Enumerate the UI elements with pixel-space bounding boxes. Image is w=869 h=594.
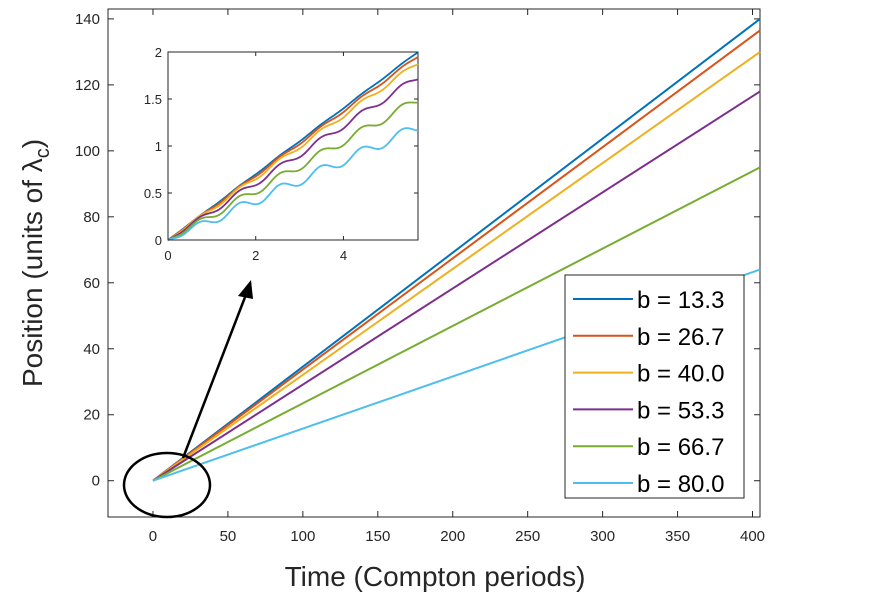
y-axis-label-symbol: λ <box>17 158 48 172</box>
inset-series-line-2 <box>167 56 419 241</box>
x-tick-label: 400 <box>740 528 765 545</box>
x-tick-label: 350 <box>665 528 690 545</box>
y-axis-label-prefix: Position (units of <box>17 172 48 387</box>
inset-ticks: 0 2 4 0 0.5 1 1.5 2 <box>144 45 418 263</box>
legend-label: b = 80.0 <box>637 471 724 498</box>
legend: b = 13.3 b = 26.7 b = 40.0 b = 53.3 b = 66.7… <box>564 274 745 499</box>
legend-items: b = 13.3 b = 26.7 b = 40.0 b = 53.3 b = 66.7… <box>573 287 724 498</box>
y-tick-label: 140 <box>75 11 100 28</box>
y-axis-label-suffix: ) <box>17 139 48 148</box>
y-tick-label: 80 <box>83 209 100 226</box>
legend-label: b = 66.7 <box>637 434 724 461</box>
y-tick-label: 20 <box>83 407 100 424</box>
inset-y-tick-label: 0 <box>155 233 162 248</box>
y-tick-label: 60 <box>83 275 100 292</box>
inset-series-line-3 <box>167 63 419 241</box>
inset-x-tick-label: 4 <box>340 248 347 263</box>
x-tick-label: 100 <box>290 528 315 545</box>
legend-label: b = 13.3 <box>637 287 724 314</box>
series-line-3 <box>152 51 761 482</box>
zoom-region-circle <box>122 451 212 519</box>
y-axis-label-subscript: c <box>32 148 54 158</box>
y-tick-label: 120 <box>75 77 100 94</box>
x-tick-label: 300 <box>590 528 615 545</box>
inset-series-lines <box>167 51 419 241</box>
x-tick-label: 150 <box>365 528 390 545</box>
series-line-2 <box>152 29 761 482</box>
x-tick-label: 0 <box>149 528 157 545</box>
x-tick-label: 250 <box>515 528 540 545</box>
x-tick-label: 200 <box>440 528 465 545</box>
main-ticks: 0 50 100 150 200 250 300 350 4000204060801001201… <box>75 9 765 545</box>
x-tick-label: 50 <box>220 528 237 545</box>
inset-y-tick-label: 0.5 <box>144 186 162 201</box>
y-axis-label: Position (units of λc) <box>17 139 54 387</box>
series-line-4 <box>152 90 761 482</box>
inset-series-line-4 <box>167 78 419 241</box>
inset-series-line-6 <box>167 127 419 241</box>
zoom-arrow-head <box>238 280 253 299</box>
inset-y-tick-label: 2 <box>155 45 162 60</box>
series-line-5 <box>152 166 761 482</box>
inset-x-tick-label: 2 <box>252 248 259 263</box>
inset-axes: 0 2 4 0 0.5 1 1.5 2 <box>144 45 419 263</box>
y-tick-label: 40 <box>83 341 100 358</box>
inset-y-tick-label: 1.5 <box>144 92 162 107</box>
zoom-arrow-shaft <box>181 291 249 459</box>
inset-x-tick-label: 0 <box>164 248 171 263</box>
x-axis-label: Time (Compton periods) <box>285 561 586 592</box>
main-series-lines <box>152 18 761 482</box>
legend-label: b = 40.0 <box>637 361 724 388</box>
inset-series-line-5 <box>167 101 419 241</box>
series-line-1 <box>152 18 761 482</box>
legend-label: b = 53.3 <box>637 397 724 424</box>
inset-y-tick-label: 1 <box>155 139 162 154</box>
y-tick-label: 100 <box>75 143 100 160</box>
legend-label: b = 26.7 <box>637 324 724 351</box>
y-tick-label: 0 <box>92 473 100 490</box>
legend-box <box>564 274 745 499</box>
